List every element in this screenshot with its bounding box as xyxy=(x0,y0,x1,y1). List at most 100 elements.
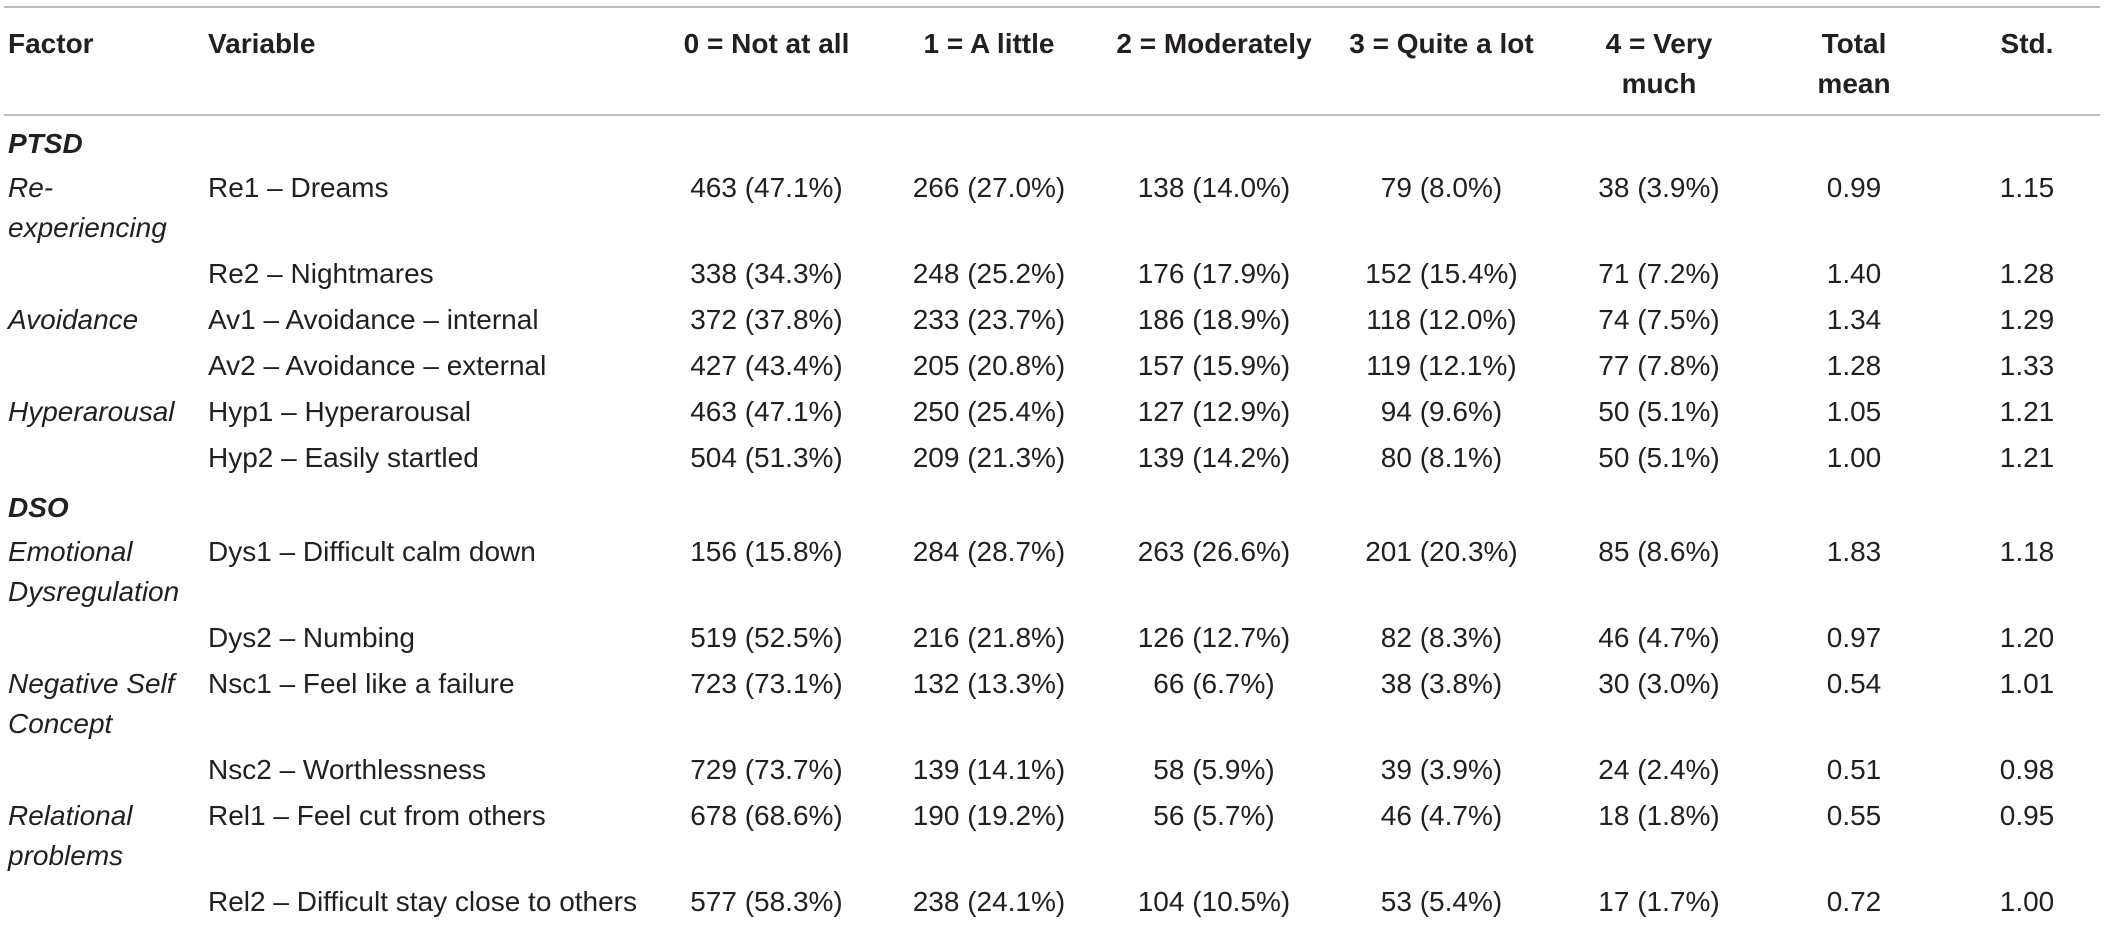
header-row: Factor Variable 0 = Not at all 1 = A lit… xyxy=(4,7,2100,115)
cell-quite-a-lot: 46 (4.7%) xyxy=(1380,800,1503,831)
cell-variable: Rel2 – Difficult stay close to others xyxy=(208,886,638,917)
cell-variable: Dys2 – Numbing xyxy=(208,622,415,653)
cell-factor: Emotional Dysregulation xyxy=(8,536,180,607)
cell-moderately: 176 (17.9%) xyxy=(1137,258,1291,289)
cell-quite-a-lot: 82 (8.3%) xyxy=(1380,622,1503,653)
cell-moderately: 126 (12.7%) xyxy=(1137,622,1291,653)
cell-not-at-all: 577 (58.3%) xyxy=(690,886,843,917)
cell-not-at-all: 678 (68.6%) xyxy=(690,800,843,831)
header-std: Std. xyxy=(2000,28,2054,59)
cell-a-little: 284 (28.7%) xyxy=(912,536,1066,567)
cell-factor: Relational problems xyxy=(8,800,133,871)
header-not-at-all: 0 = Not at all xyxy=(683,28,850,59)
cell-total-mean: 1.00 xyxy=(1826,442,1882,473)
cell-very-much: 85 (8.6%) xyxy=(1598,536,1720,567)
cell-quite-a-lot: 152 (15.4%) xyxy=(1365,258,1518,289)
header-variable: Variable xyxy=(208,28,316,59)
cell-std: 1.01 xyxy=(1999,668,2055,699)
cell-very-much: 71 (7.2%) xyxy=(1598,258,1720,289)
cell-factor: Re-experiencing xyxy=(8,172,167,243)
results-table: Factor Variable 0 = Not at all 1 = A lit… xyxy=(4,6,2100,932)
table-row: Dys2 – Numbing 519 (52.5%) 216 (21.8%) 126 … xyxy=(4,614,2100,660)
table-row: Emotional Dysregulation Dys1 – Difficult … xyxy=(4,528,2100,614)
cell-variable: Nsc2 – Worthlessness xyxy=(208,754,487,785)
cell-quite-a-lot: 118 (12.0%) xyxy=(1366,304,1517,335)
cell-not-at-all: 504 (51.3%) xyxy=(690,442,843,473)
cell-a-little: 250 (25.4%) xyxy=(912,396,1066,427)
cell-a-little: 132 (13.3%) xyxy=(912,668,1066,699)
cell-std: 0.95 xyxy=(1999,800,2055,831)
cell-std: 1.29 xyxy=(1999,304,2055,335)
cell-moderately: 139 (14.2%) xyxy=(1137,442,1291,473)
cell-quite-a-lot: 94 (9.6%) xyxy=(1380,396,1503,427)
cell-total-mean: 0.51 xyxy=(1826,754,1882,785)
cell-factor xyxy=(4,342,204,388)
cell-quite-a-lot: 53 (5.4%) xyxy=(1380,886,1503,917)
cell-not-at-all: 463 (47.1%) xyxy=(690,396,843,427)
cell-a-little: 139 (14.1%) xyxy=(912,754,1066,785)
cell-total-mean: 1.83 xyxy=(1826,536,1882,567)
cell-very-much: 18 (1.8%) xyxy=(1598,800,1720,831)
cell-very-much: 24 (2.4%) xyxy=(1598,754,1720,785)
cell-not-at-all: 427 (43.4%) xyxy=(690,350,843,381)
table-row: Nsc2 – Worthlessness 729 (73.7%) 139 (14.1… xyxy=(4,746,2100,792)
cell-factor xyxy=(4,250,204,296)
cell-std: 1.15 xyxy=(1999,172,2055,203)
table-row: Avoidance Av1 – Avoidance – internal 372 (… xyxy=(4,296,2100,342)
header-very-much: 4 = Very much xyxy=(1605,28,1713,99)
section-row: DSO xyxy=(4,480,2100,528)
header-factor: Factor xyxy=(8,28,94,59)
cell-very-much: 30 (3.0%) xyxy=(1598,668,1720,699)
header-a-little: 1 = A little xyxy=(923,28,1055,59)
cell-not-at-all: 519 (52.5%) xyxy=(690,622,843,653)
cell-a-little: 205 (20.8%) xyxy=(912,350,1066,381)
cell-std: 1.28 xyxy=(1999,258,2055,289)
cell-variable: Re2 – Nightmares xyxy=(208,258,434,289)
table-row: Re-experiencing Re1 – Dreams 463 (47.1%) 26… xyxy=(4,164,2100,250)
cell-factor: Negative Self Concept xyxy=(8,668,175,739)
table-row: Re2 – Nightmares 338 (34.3%) 248 (25.2%) 17… xyxy=(4,250,2100,296)
cell-factor xyxy=(4,746,204,792)
cell-factor: Hyperarousal xyxy=(8,396,175,427)
cell-total-mean: 1.28 xyxy=(1826,350,1882,381)
cell-very-much: 17 (1.7%) xyxy=(1598,886,1720,917)
cell-not-at-all: 156 (15.8%) xyxy=(690,536,843,567)
cell-quite-a-lot: 38 (3.8%) xyxy=(1380,668,1503,699)
header-quite-a-lot: 3 = Quite a lot xyxy=(1349,28,1534,59)
cell-quite-a-lot: 119 (12.1%) xyxy=(1366,350,1517,381)
cell-very-much: 50 (5.1%) xyxy=(1598,442,1720,473)
cell-not-at-all: 338 (34.3%) xyxy=(690,258,843,289)
cell-std: 1.21 xyxy=(1999,396,2055,427)
table-row: Negative Self Concept Nsc1 – Feel like a … xyxy=(4,660,2100,746)
table-row: Rel2 – Difficult stay close to others 577… xyxy=(4,878,2100,932)
cell-std: 1.21 xyxy=(1999,442,2055,473)
section-row: PTSD xyxy=(4,115,2100,164)
cell-moderately: 58 (5.9%) xyxy=(1153,754,1275,785)
cell-variable: Re1 – Dreams xyxy=(208,172,389,203)
cell-total-mean: 1.05 xyxy=(1826,396,1882,427)
cell-moderately: 56 (5.7%) xyxy=(1153,800,1275,831)
cell-a-little: 190 (19.2%) xyxy=(912,800,1066,831)
cell-total-mean: 1.34 xyxy=(1826,304,1882,335)
cell-a-little: 233 (23.7%) xyxy=(912,304,1066,335)
cell-total-mean: 0.55 xyxy=(1826,800,1882,831)
cell-std: 1.18 xyxy=(1999,536,2055,567)
cell-variable: Av1 – Avoidance – internal xyxy=(208,304,539,335)
cell-moderately: 186 (18.9%) xyxy=(1137,304,1291,335)
cell-very-much: 74 (7.5%) xyxy=(1598,304,1720,335)
header-total-mean: Total mean xyxy=(1817,28,1891,99)
cell-std: 1.20 xyxy=(1999,622,2055,653)
cell-variable: Hyp1 – Hyperarousal xyxy=(208,396,472,427)
cell-moderately: 157 (15.9%) xyxy=(1137,350,1291,381)
header-moderately: 2 = Moderately xyxy=(1116,28,1312,59)
cell-very-much: 38 (3.9%) xyxy=(1598,172,1720,203)
table-row: Hyperarousal Hyp1 – Hyperarousal 463 (47.1… xyxy=(4,388,2100,434)
cell-moderately: 138 (14.0%) xyxy=(1137,172,1291,203)
cell-variable: Av2 – Avoidance – external xyxy=(208,350,547,381)
cell-total-mean: 0.97 xyxy=(1826,622,1882,653)
cell-factor xyxy=(4,878,204,932)
cell-variable: Nsc1 – Feel like a failure xyxy=(208,668,515,699)
cell-a-little: 216 (21.8%) xyxy=(912,622,1066,653)
cell-quite-a-lot: 39 (3.9%) xyxy=(1380,754,1503,785)
cell-a-little: 238 (24.1%) xyxy=(912,886,1066,917)
